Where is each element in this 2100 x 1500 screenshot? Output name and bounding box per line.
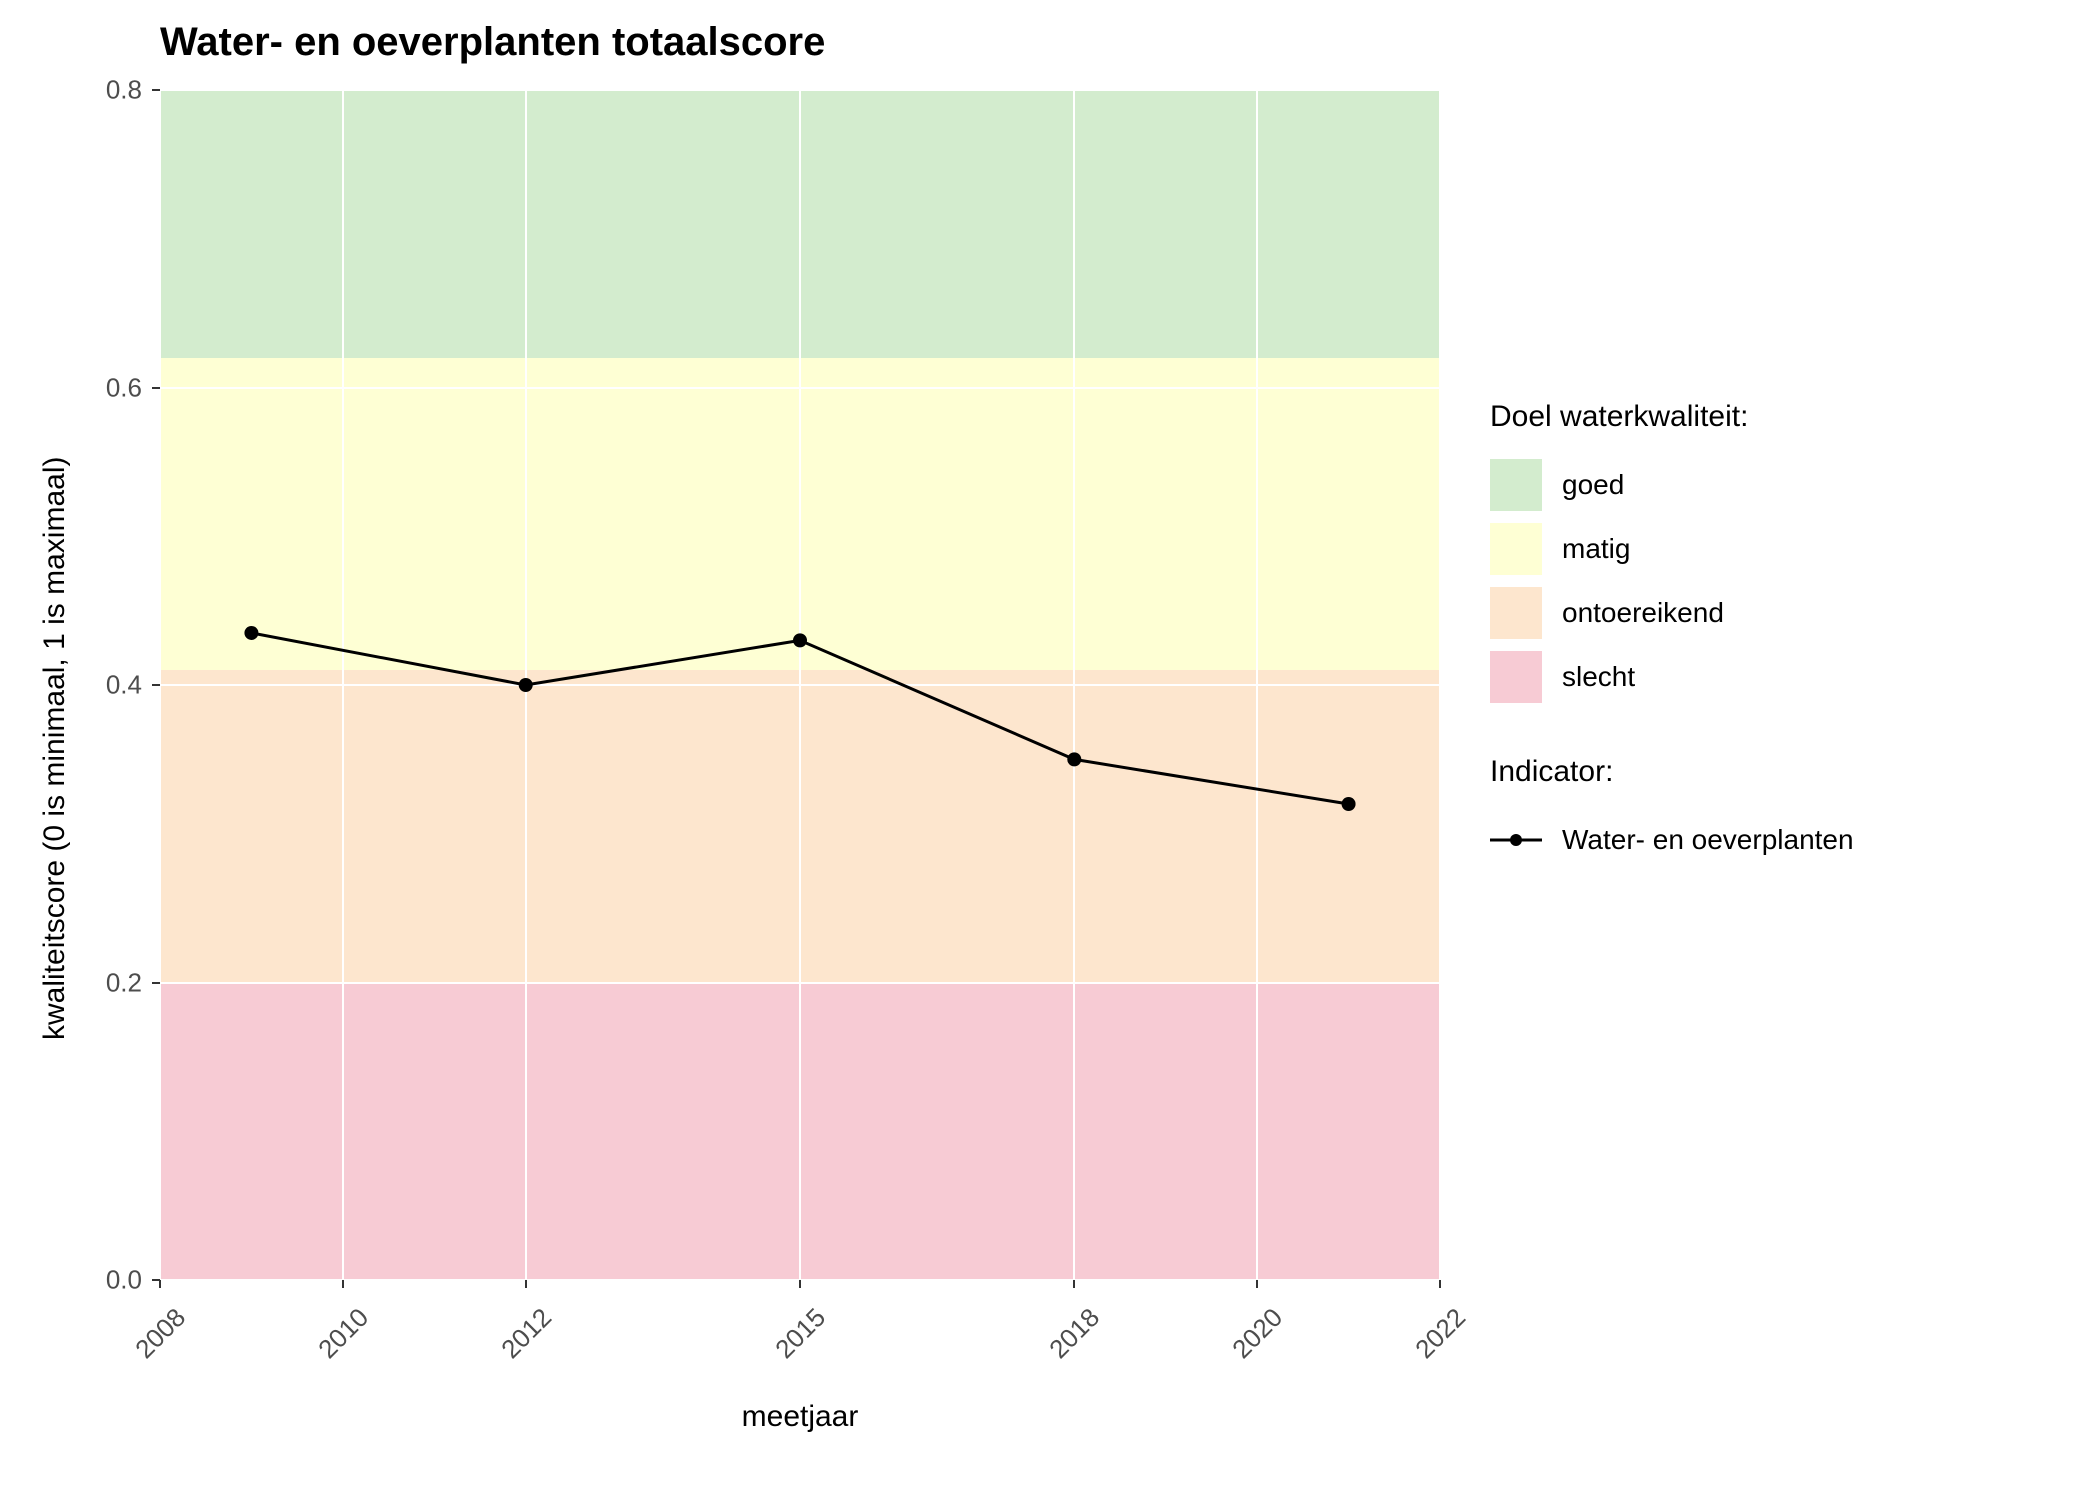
legend-line-swatch: [1490, 814, 1542, 866]
legend: Doel waterkwaliteit: goed matig ontoereike…: [1490, 400, 2050, 878]
chart-container: Water- en oeverplanten totaalscore kwali…: [0, 0, 2100, 1500]
legend-quality-title: Doel waterkwaliteit:: [1490, 400, 2050, 434]
chart-title: Water- en oeverplanten totaalscore: [160, 20, 825, 65]
legend-label: ontoereikend: [1562, 597, 1724, 629]
y-tick-mark: [152, 387, 160, 389]
legend-swatch: [1490, 459, 1542, 511]
x-tick-mark: [1073, 1280, 1075, 1288]
legend-label: matig: [1562, 533, 1630, 565]
legend-item: slecht: [1490, 651, 2050, 703]
legend-swatch: [1490, 587, 1542, 639]
legend-label: goed: [1562, 469, 1624, 501]
y-axis-title: kwaliteitscore (0 is minimaal, 1 is maxi…: [38, 457, 72, 1040]
y-tick-mark: [152, 89, 160, 91]
x-tick-label: 2020: [1218, 1302, 1289, 1373]
legend-label: slecht: [1562, 661, 1635, 693]
legend-item: matig: [1490, 523, 2050, 575]
y-tick-label: 0.2: [0, 967, 142, 998]
legend-indicator-title: Indicator:: [1490, 755, 2050, 789]
x-tick-mark: [1256, 1280, 1258, 1288]
legend-swatch: [1490, 523, 1542, 575]
x-tick-label: 2008: [121, 1302, 192, 1373]
x-tick-label: 2012: [486, 1302, 557, 1373]
x-tick-label: 2022: [1401, 1302, 1472, 1373]
legend-swatch: [1490, 651, 1542, 703]
y-tick-mark: [152, 684, 160, 686]
y-tick-label: 0.8: [0, 75, 142, 106]
x-tick-mark: [799, 1280, 801, 1288]
plot-area: [160, 90, 1440, 1280]
legend-item: goed: [1490, 459, 2050, 511]
series-line: [251, 633, 1348, 804]
data-point: [1067, 752, 1081, 766]
data-point: [519, 678, 533, 692]
x-tick-mark: [1439, 1280, 1441, 1288]
y-tick-label: 0.4: [0, 670, 142, 701]
legend-label: Water- en oeverplanten: [1562, 824, 1854, 856]
y-tick-mark: [152, 982, 160, 984]
legend-item: Water- en oeverplanten: [1490, 814, 2050, 866]
data-point: [244, 626, 258, 640]
data-point: [793, 633, 807, 647]
data-point: [1342, 797, 1356, 811]
x-tick-mark: [342, 1280, 344, 1288]
y-tick-label: 0.0: [0, 1265, 142, 1296]
x-tick-label: 2015: [761, 1302, 832, 1373]
line-layer: [160, 90, 1440, 1280]
x-tick-label: 2010: [303, 1302, 374, 1373]
y-tick-label: 0.6: [0, 372, 142, 403]
x-tick-mark: [525, 1280, 527, 1288]
x-tick-mark: [159, 1280, 161, 1288]
x-tick-label: 2018: [1035, 1302, 1106, 1373]
x-axis-title: meetjaar: [700, 1400, 900, 1434]
legend-item: ontoereikend: [1490, 587, 2050, 639]
